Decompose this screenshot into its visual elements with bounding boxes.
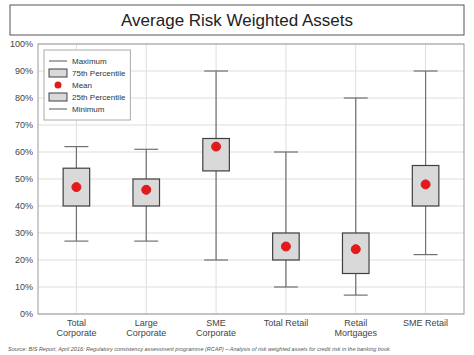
y-tick-label: 0% xyxy=(20,309,33,319)
x-tick-label: SME Retail xyxy=(403,318,448,328)
legend-label: Maximum xyxy=(72,57,107,66)
legend-label: Mean xyxy=(72,81,92,90)
whisker-upper xyxy=(146,149,147,179)
legend-handle xyxy=(49,69,67,77)
cap-min xyxy=(204,259,228,260)
x-tick-label-line: Total Retail xyxy=(264,318,309,328)
x-tick-label-line: Total xyxy=(67,318,86,328)
box xyxy=(203,139,230,171)
grid-line-x xyxy=(285,44,286,314)
x-tick-label-line: Mortgages xyxy=(334,328,377,338)
whisker-upper xyxy=(285,152,286,233)
x-tick-label: TotalCorporate xyxy=(56,318,96,338)
x-tick-label-line: Retail xyxy=(344,318,367,328)
cap-min xyxy=(344,295,368,296)
plot-area xyxy=(38,44,464,314)
grid-line-y xyxy=(38,179,464,180)
mean-dot xyxy=(351,245,360,254)
cap-min xyxy=(414,254,438,255)
x-tick-label-line: Corporate xyxy=(126,328,166,338)
x-tick-label-line: SME Retail xyxy=(403,318,448,328)
whisker-lower xyxy=(76,206,77,241)
whisker-lower xyxy=(215,171,216,260)
plot-frame xyxy=(38,44,464,314)
grid-line-y xyxy=(38,125,464,126)
x-tick-label: LargeCorporate xyxy=(126,318,166,338)
x-tick-label: SMECorporate xyxy=(196,318,236,338)
y-tick-label: 60% xyxy=(15,147,33,157)
y-tick-label: 50% xyxy=(15,174,33,184)
box xyxy=(63,168,90,206)
mean-dot xyxy=(421,180,430,189)
whisker-lower xyxy=(425,206,426,255)
x-tick-label-line: Large xyxy=(135,318,158,328)
legend-handle xyxy=(49,108,67,109)
whisker-lower xyxy=(285,260,286,287)
y-tick-label: 40% xyxy=(15,201,33,211)
y-tick-label: 70% xyxy=(15,120,33,130)
box xyxy=(342,233,369,274)
legend-handle xyxy=(55,82,62,89)
y-tick-label: 100% xyxy=(10,39,33,49)
y-tick-label: 20% xyxy=(15,255,33,265)
mean-dot xyxy=(281,242,290,251)
y-tick-label: 80% xyxy=(15,93,33,103)
grid-line-y xyxy=(38,287,464,288)
x-tick-label: Total Retail xyxy=(264,318,309,328)
whisker-upper xyxy=(215,71,216,139)
legend-handle xyxy=(49,60,67,61)
x-tick-label: RetailMortgages xyxy=(334,318,377,338)
whisker-upper xyxy=(76,147,77,169)
y-tick-label: 30% xyxy=(15,228,33,238)
cap-min xyxy=(274,286,298,287)
box xyxy=(412,166,439,207)
grid xyxy=(38,44,464,314)
legend-box xyxy=(44,50,130,120)
box xyxy=(133,179,160,206)
mean-dot xyxy=(212,142,221,151)
chart: Average Risk Weighted Assets 0% 10% 20% 30% 4… xyxy=(0,0,474,355)
mean-dot xyxy=(142,185,151,194)
whisker-upper xyxy=(425,71,426,166)
grid-line-y xyxy=(38,260,464,261)
whisker-lower xyxy=(355,274,356,296)
grid-line-y xyxy=(38,152,464,153)
cap-max xyxy=(344,97,368,98)
mean-dot xyxy=(72,183,81,192)
cap-max xyxy=(274,151,298,152)
grid-line-y xyxy=(38,233,464,234)
source-note: Source: BIS Report, April 2016: Regulato… xyxy=(8,346,390,352)
legend-label: 25th Percentile xyxy=(72,93,126,102)
cap-max xyxy=(204,70,228,71)
cap-max xyxy=(414,70,438,71)
title: Average Risk Weighted Assets xyxy=(121,11,353,30)
y-tick-label: 10% xyxy=(15,282,33,292)
box xyxy=(273,233,300,260)
whisker-upper xyxy=(355,98,356,233)
grid-line-y xyxy=(38,206,464,207)
cap-min xyxy=(64,241,88,242)
x-tick-label-line: SME xyxy=(206,318,226,328)
legend-label: Minimum xyxy=(72,105,105,114)
title-box xyxy=(10,5,464,35)
x-tick-label-line: Corporate xyxy=(56,328,96,338)
whisker-lower xyxy=(146,206,147,241)
legend-label: 75th Percentile xyxy=(72,69,126,78)
cap-max xyxy=(134,149,158,150)
x-tick-label-line: Corporate xyxy=(196,328,236,338)
legend: Maximum 75th Percentile Mean 25th Percentil… xyxy=(44,50,130,120)
cap-min xyxy=(134,241,158,242)
legend-handle xyxy=(49,93,67,101)
cap-max xyxy=(64,146,88,147)
grid-line-x xyxy=(216,44,217,314)
y-tick-label: 90% xyxy=(15,66,33,76)
